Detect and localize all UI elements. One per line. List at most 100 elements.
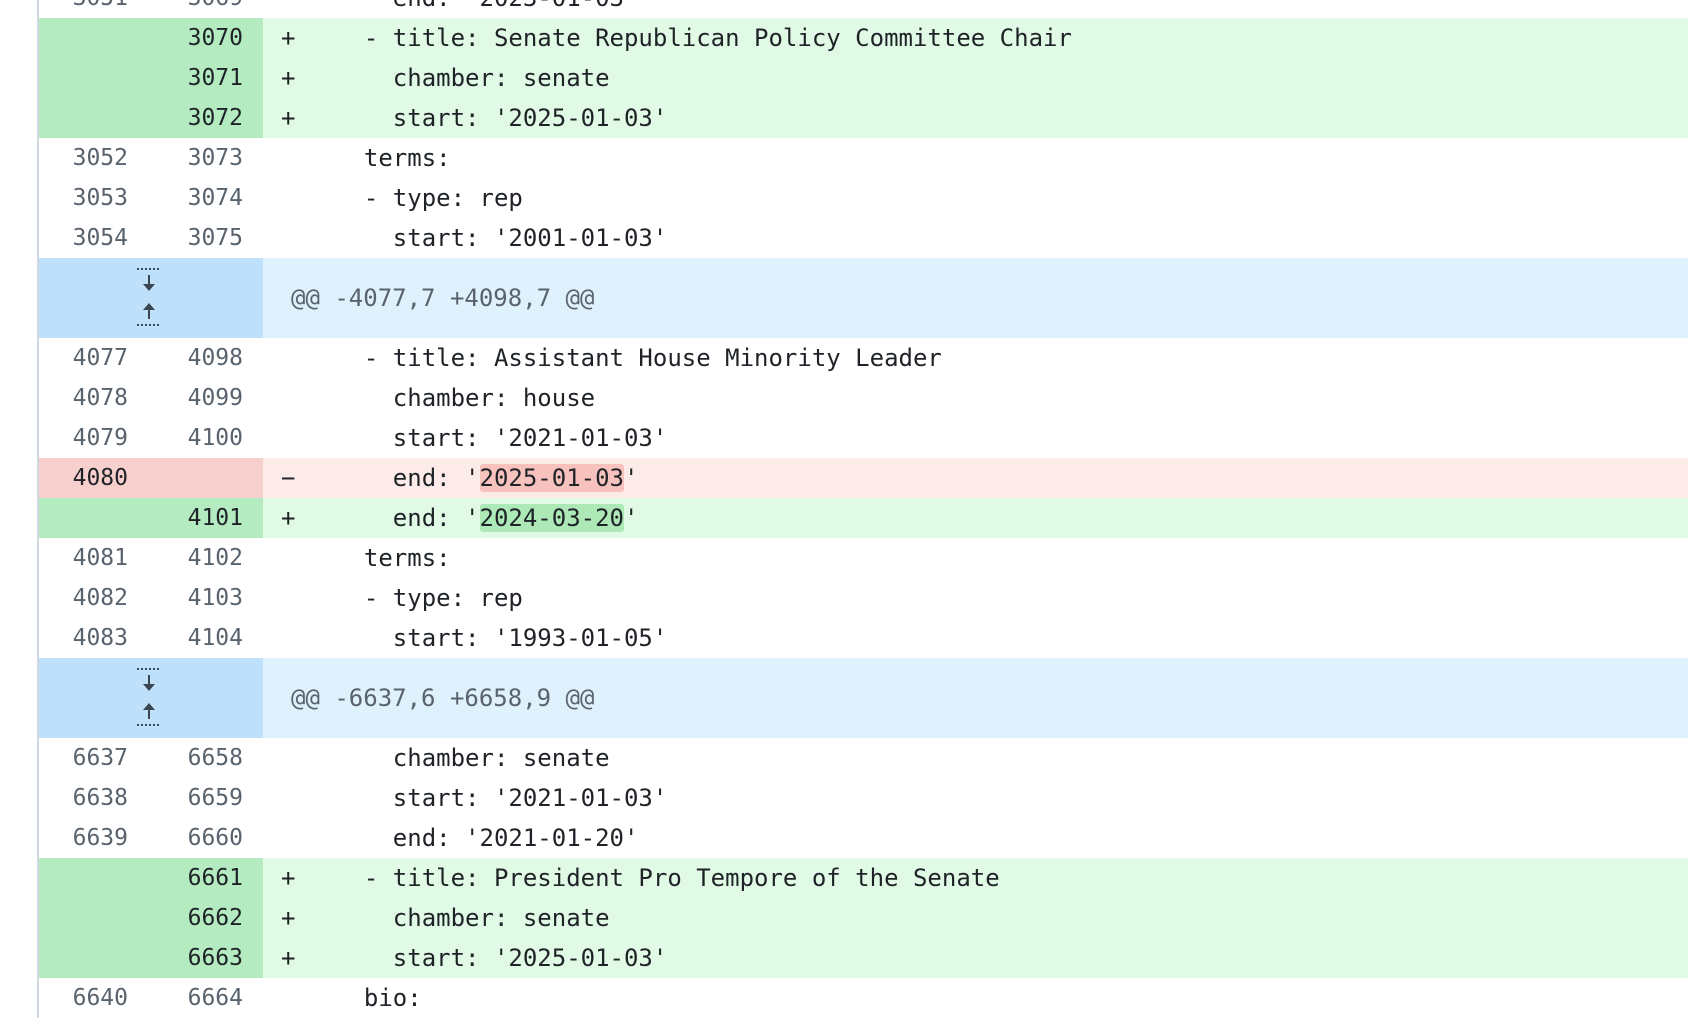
old-line-number[interactable]: 3054 <box>72 225 128 251</box>
new-line-number[interactable]: 6658 <box>187 745 243 771</box>
old-line-number[interactable]: 4081 <box>72 545 128 571</box>
old-line-number[interactable]: 6637 <box>72 745 128 771</box>
new-line-number[interactable]: 6660 <box>187 825 243 851</box>
old-line-number[interactable] <box>39 938 152 978</box>
new-line-number[interactable]: 3075 <box>187 225 243 251</box>
new-line-number[interactable]: 3073 <box>187 145 243 171</box>
new-line-number[interactable]: 4102 <box>187 545 243 571</box>
code-text: - title: Senate Republican Policy Commit… <box>335 24 1072 52</box>
new-line-number[interactable]: 6659 <box>187 785 243 811</box>
code-text-suffix: ' <box>624 504 639 532</box>
old-line-number[interactable]: 6638 <box>72 785 128 811</box>
diff-marker <box>263 218 335 258</box>
old-line-number[interactable]: 4078 <box>72 385 128 411</box>
code-line: + - title: Senate Republican Policy Comm… <box>263 18 1688 58</box>
code-line: - type: rep <box>263 178 1688 218</box>
code-text: end: '2025-01-03' <box>335 458 638 498</box>
old-line-number[interactable] <box>39 898 152 938</box>
diff-line-added: 6662 + chamber: senate <box>39 898 1688 938</box>
code-text: - type: rep <box>335 584 523 612</box>
diff-line-context: 4077 4098 - title: Assistant House Minori… <box>39 338 1688 378</box>
diff-line-added: 3071 + chamber: senate <box>39 58 1688 98</box>
new-line-number[interactable]: 3070 <box>152 18 263 58</box>
code-line: start: '2001-01-03' <box>263 218 1688 258</box>
code-text-prefix: end: ' <box>335 464 480 492</box>
new-line-number[interactable]: 6661 <box>152 858 263 898</box>
code-line: end: '2023-01-03' <box>263 0 1688 18</box>
code-text-suffix: ' <box>624 464 639 492</box>
new-line-number[interactable]: 3074 <box>187 185 243 211</box>
new-line-number[interactable]: 3069 <box>152 0 263 18</box>
new-line-number[interactable] <box>152 458 263 498</box>
diff-marker <box>263 738 335 778</box>
old-line-number[interactable] <box>39 58 152 98</box>
diff-line-context: 3053 3074 - type: rep <box>39 178 1688 218</box>
code-line: bio: <box>263 978 1688 1018</box>
old-line-number[interactable]: 4079 <box>72 425 128 451</box>
old-line-number[interactable]: 3053 <box>72 185 128 211</box>
new-line-number[interactable]: 6663 <box>152 938 263 978</box>
diff-marker: + <box>281 24 296 52</box>
old-line-number[interactable] <box>39 498 152 538</box>
diff-marker: − <box>281 464 296 492</box>
diff-line-added: 6663 + start: '2025-01-03' <box>39 938 1688 978</box>
code-line: + chamber: senate <box>263 58 1688 98</box>
diff-marker <box>263 538 335 578</box>
hunk-header: @@ -6637,6 +6658,9 @@ <box>263 658 1688 738</box>
expand-up-icon[interactable] <box>134 298 164 330</box>
old-line-number[interactable]: 6639 <box>72 825 128 851</box>
new-line-number[interactable]: 3071 <box>152 58 263 98</box>
old-line-number[interactable]: 4077 <box>72 345 128 371</box>
code-text: bio: <box>335 984 422 1012</box>
diff-line-deleted: 4080 − end: '2025-01-03' <box>39 458 1688 498</box>
expand-up-icon[interactable] <box>134 698 164 730</box>
new-line-number[interactable]: 4099 <box>187 385 243 411</box>
old-line-number[interactable]: 6640 <box>72 985 128 1011</box>
diff-line-context: 6638 6659 start: '2021-01-03' <box>39 778 1688 818</box>
old-line-number[interactable] <box>39 858 152 898</box>
diff-line-added: 4101 + end: '2024-03-20' <box>39 498 1688 538</box>
code-text: terms: <box>335 544 451 572</box>
new-line-number[interactable]: 4101 <box>152 498 263 538</box>
old-line-number[interactable]: 4082 <box>72 585 128 611</box>
diff-marker: + <box>281 944 296 972</box>
code-text: start: '2021-01-03' <box>335 424 668 452</box>
new-line-number[interactable]: 4100 <box>187 425 243 451</box>
new-line-number[interactable]: 4104 <box>187 625 243 651</box>
old-line-number[interactable]: 4083 <box>72 625 128 651</box>
old-line-number[interactable]: 4080 <box>39 458 152 498</box>
diff-line-context: 4079 4100 start: '2021-01-03' <box>39 418 1688 458</box>
code-line: chamber: house <box>263 378 1688 418</box>
code-text: end: '2023-01-03' <box>335 0 639 18</box>
old-line-number[interactable]: 3051 <box>39 0 152 18</box>
hunk-header: @@ -4077,7 +4098,7 @@ <box>263 258 1688 338</box>
new-line-number[interactable]: 4098 <box>187 345 243 371</box>
hunk-expand-gutter <box>39 658 263 738</box>
new-line-number[interactable]: 4103 <box>187 585 243 611</box>
code-line: + - title: President Pro Tempore of the … <box>263 858 1688 898</box>
code-text: start: '1993-01-05' <box>335 624 668 652</box>
expand-down-icon[interactable] <box>134 666 164 698</box>
new-line-number[interactable]: 6662 <box>152 898 263 938</box>
diff-marker <box>263 178 335 218</box>
diff-marker <box>263 978 335 1018</box>
old-line-number[interactable]: 3052 <box>72 145 128 171</box>
new-line-number[interactable]: 3072 <box>152 98 263 138</box>
diff-view: 30513069 end: '2023-01-03'3070+ - title:… <box>37 0 1688 1018</box>
code-line: + chamber: senate <box>263 898 1688 938</box>
expand-down-icon[interactable] <box>134 266 164 298</box>
old-line-number[interactable] <box>39 98 152 138</box>
diff-marker <box>263 418 335 458</box>
diff-line-context: 6640 6664 bio: <box>39 978 1688 1018</box>
diff-marker <box>263 0 335 18</box>
code-text: start: '2025-01-03' <box>335 104 668 132</box>
diff-marker <box>263 378 335 418</box>
code-line: terms: <box>263 138 1688 178</box>
diff-line-context: 4083 4104 start: '1993-01-05' <box>39 618 1688 658</box>
code-line: + start: '2025-01-03' <box>263 98 1688 138</box>
code-text: end: '2024-03-20' <box>335 498 638 538</box>
new-line-number[interactable]: 6664 <box>187 985 243 1011</box>
code-text: chamber: senate <box>335 744 610 772</box>
old-line-number[interactable] <box>39 18 152 58</box>
diff-marker: + <box>281 504 296 532</box>
